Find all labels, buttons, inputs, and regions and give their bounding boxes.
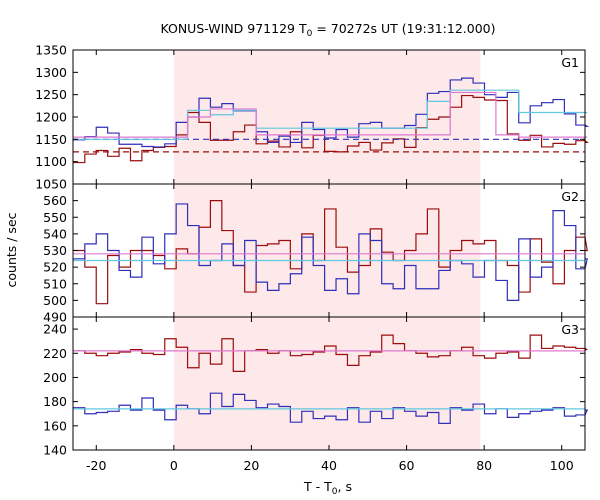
g1-y-tick-label: 1250 [35,87,67,102]
g2-highlight-region [173,184,481,317]
g1-highlight-region [173,50,481,184]
g1-series-1-blue [73,77,590,148]
g1-y-tick-label: 1100 [35,154,67,169]
g3-highlight-region [173,317,481,450]
x-tick-label: 0 [170,458,178,473]
x-tick-label: 40 [321,458,337,473]
y-axis-label: counts / sec [4,212,19,287]
g3-y-tick-label: 220 [43,346,67,361]
g3-y-tick-label: 240 [43,322,67,337]
g2-y-tick-label: 510 [43,276,67,291]
g2-y-tick-label: 520 [43,260,67,275]
g2-panel-label: G2 [561,189,579,204]
g3-panel-label: G3 [561,322,579,337]
g3-y-tick-label: 140 [43,443,67,458]
g1-y-tick-label: 1300 [35,65,67,80]
g3-y-tick-label: 200 [43,370,67,385]
g2-series-0-red [73,200,588,305]
x-tick-label: 60 [399,458,415,473]
g1-series-5-pink [73,91,588,138]
x-tick-label: 100 [550,458,574,473]
x-tick-label: -20 [86,458,106,473]
g2-y-tick-label: 560 [43,193,67,208]
g1-y-tick-label: 1150 [35,132,67,147]
g2-y-tick-label: 550 [43,210,67,225]
chart-title: KONUS-WIND 971129 T0 = 70272s UT (19:31:… [160,21,495,39]
g2-series-1-blue [73,203,589,301]
g1-y-tick-label: 1050 [35,177,67,192]
plot-layer: 1050110011501200125013001350G14905005105… [35,43,590,473]
g2-y-tick-label: 540 [43,226,67,241]
g2-y-tick-label: 530 [43,243,67,258]
g3-y-tick-label: 160 [43,418,67,433]
x-tick-label: 20 [243,458,259,473]
g3-series-1-blue [73,392,589,424]
g3-y-tick-label: 180 [43,394,67,409]
g2-y-tick-label: 500 [43,293,67,308]
g1-panel-label: G1 [561,55,579,70]
g1-y-tick-label: 1200 [35,110,67,125]
x-tick-label: 80 [476,458,492,473]
g3-series-0-red [73,334,588,373]
g1-series-4-cyan [73,89,588,140]
x-axis-label: T - T0, s [303,479,352,497]
g2-y-tick-label: 490 [43,310,67,325]
g1-y-tick-label: 1350 [35,43,67,58]
